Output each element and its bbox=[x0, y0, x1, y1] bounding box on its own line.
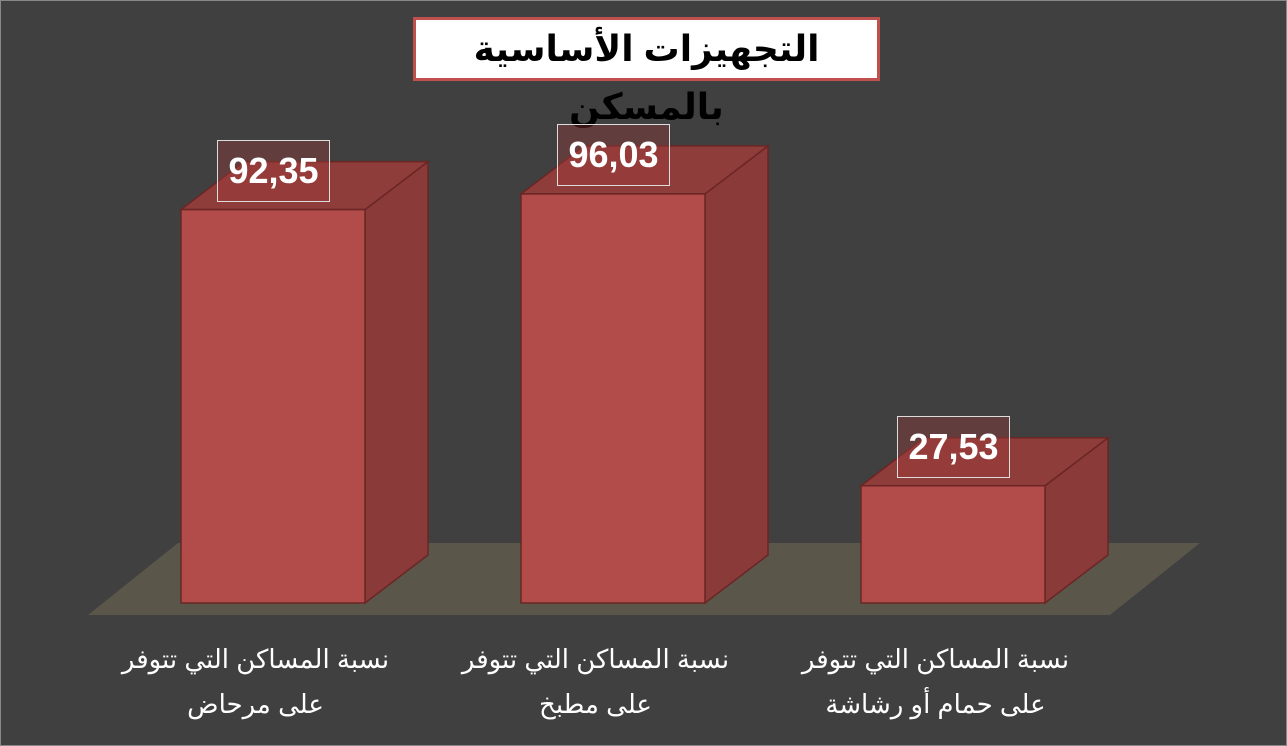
value-label: 92,35 bbox=[217, 139, 330, 202]
x-tick-label: نسبة المساكن التي تتوفر على حمام أو رشاش… bbox=[801, 644, 1070, 719]
bar-side bbox=[704, 144, 769, 605]
value-label: 27,53 bbox=[897, 415, 1010, 478]
chart-title: التجهيزات الأساسية بالمسكن bbox=[413, 17, 880, 127]
x-tick-label: نسبة المساكن التي تتوفر على مرحاض bbox=[121, 644, 390, 719]
x-tick-label: نسبة المساكن التي تتوفر على مطبخ bbox=[461, 644, 730, 719]
bar bbox=[180, 208, 366, 604]
bar bbox=[520, 193, 706, 604]
value-label: 96,03 bbox=[557, 123, 670, 186]
bar bbox=[860, 484, 1046, 604]
bar-side bbox=[364, 160, 429, 605]
